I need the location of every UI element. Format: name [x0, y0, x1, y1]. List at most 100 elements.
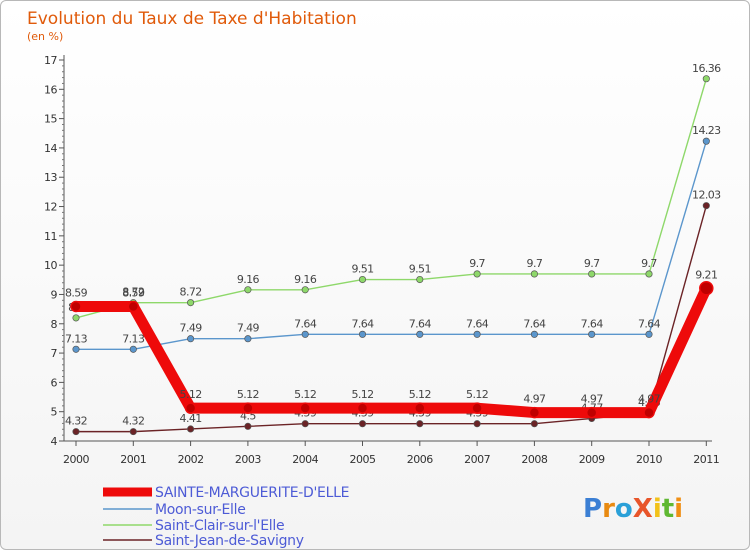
data-label: 14.23: [692, 124, 721, 137]
x-tick-label: 2001: [120, 453, 146, 466]
data-point: [187, 335, 195, 343]
data-point: [242, 402, 254, 414]
data-label: 9.7: [641, 257, 657, 270]
y-tick-label: 16: [44, 83, 57, 96]
data-point: [473, 420, 481, 428]
x-tick-label: 2008: [521, 453, 547, 466]
series-2: 8.28.728.729.169.169.519.519.79.79.79.71…: [68, 62, 722, 322]
x-tick-label: 2007: [464, 453, 490, 466]
x-tick-label: 2004: [292, 453, 318, 466]
data-point: [588, 270, 596, 278]
legend-item-2: Saint-Clair-sur-l'Elle: [103, 518, 285, 534]
y-tick-label: 8: [51, 318, 58, 331]
data-point: [72, 428, 80, 436]
legend-label: Saint-Clair-sur-l'Elle: [155, 518, 284, 534]
logo-letter: i: [653, 494, 662, 524]
data-label: 7.64: [638, 317, 661, 330]
data-label: 9.7: [584, 257, 600, 270]
chart-subtitle: (en %): [27, 30, 63, 43]
data-point: [530, 270, 538, 278]
data-point: [127, 300, 140, 313]
data-label: 7.13: [122, 332, 145, 345]
data-label: 7.64: [294, 317, 317, 330]
legend-item-0: SAINTE-MARGUERITE-D'ELLE: [103, 485, 349, 501]
data-label: 4.32: [122, 415, 144, 428]
data-point: [702, 137, 710, 145]
data-point: [473, 330, 481, 338]
logo-letter: i: [674, 494, 683, 524]
data-label: 8.59: [65, 286, 88, 299]
series-3: 4.324.324.414.54.594.594.594.594.594.774…: [65, 189, 722, 436]
legend-label: Saint-Jean-de-Savigny: [155, 533, 304, 549]
data-label: 5.12: [409, 388, 431, 401]
data-point: [244, 286, 252, 294]
logo-letter: r: [602, 494, 615, 524]
x-tick-label: 2000: [63, 453, 89, 466]
x-tick-label: 2010: [636, 453, 662, 466]
data-label: 5.12: [294, 388, 316, 401]
data-point: [699, 281, 714, 296]
proxiti-logo: ProXiti: [583, 494, 683, 524]
x-tick-label: 2009: [579, 453, 605, 466]
data-label: 7.13: [65, 332, 88, 345]
y-tick-label: 5: [51, 406, 58, 419]
data-point: [129, 428, 137, 436]
data-point: [72, 314, 80, 322]
data-label: 4.97: [523, 393, 546, 406]
y-tick-label: 17: [44, 54, 57, 67]
data-point: [645, 270, 653, 278]
data-label: 7.64: [466, 317, 489, 330]
data-label: 12.03: [692, 189, 721, 202]
logo-text: ProXiti: [583, 494, 683, 524]
data-point: [530, 420, 538, 428]
data-point: [358, 420, 367, 428]
y-tick-label: 6: [51, 376, 58, 389]
data-point: [129, 345, 137, 353]
data-point: [416, 420, 424, 428]
data-label: 9.7: [469, 257, 485, 270]
data-label: 5.12: [180, 388, 202, 401]
data-point: [702, 75, 710, 83]
data-point: [645, 330, 653, 338]
data-point: [530, 330, 538, 338]
series-line: [75, 204, 707, 433]
data-point: [187, 299, 195, 307]
y-tick-label: 13: [44, 171, 57, 184]
legend-label: Moon-sur-Elle: [155, 502, 246, 518]
data-point: [358, 330, 367, 338]
y-tick-label: 7: [51, 347, 58, 360]
data-point: [416, 330, 424, 338]
y-tick-label: 10: [44, 259, 57, 272]
data-point: [244, 335, 252, 343]
series-layer: 4.324.324.414.54.594.594.594.594.594.774…: [65, 62, 722, 436]
data-point: [72, 345, 80, 353]
data-label: 4.32: [65, 415, 87, 428]
series-1: 7.13 7.13 7.49 7.49 7.64 7.64 7.64 7.64 7.64 7.64…: [65, 124, 722, 353]
x-tick-label: 2005: [350, 453, 376, 466]
data-point: [244, 422, 252, 430]
x-tick-label: 2003: [235, 453, 261, 466]
data-label: 8.59: [122, 286, 145, 299]
series-0: 8.59 8.59 5.12 5.12 5.12 5.12 5.12 5.12 4.97 4.97…: [65, 268, 718, 419]
data-label: 9.16: [294, 273, 317, 286]
data-point: [301, 286, 309, 294]
data-label: 8.72: [180, 286, 202, 299]
data-label: 8.72: [122, 286, 144, 299]
chart-title: Evolution du Taux de Taxe d'Habitation: [27, 9, 357, 29]
data-point: [70, 300, 82, 313]
series-line: [75, 78, 707, 319]
data-point: [184, 402, 197, 414]
data-point: [187, 425, 195, 433]
series-line: [75, 140, 707, 350]
series-line: [70, 282, 712, 419]
data-label: 4.97: [581, 393, 604, 406]
data-label: 9.7: [527, 257, 543, 270]
data-label: 7.64: [351, 317, 374, 330]
data-label: 5.12: [466, 388, 488, 401]
data-label: 7.49: [237, 322, 260, 335]
data-point: [702, 202, 710, 210]
legend-item-3: Saint-Jean-de-Savigny: [103, 533, 304, 549]
x-tick-label: 2002: [178, 453, 204, 466]
